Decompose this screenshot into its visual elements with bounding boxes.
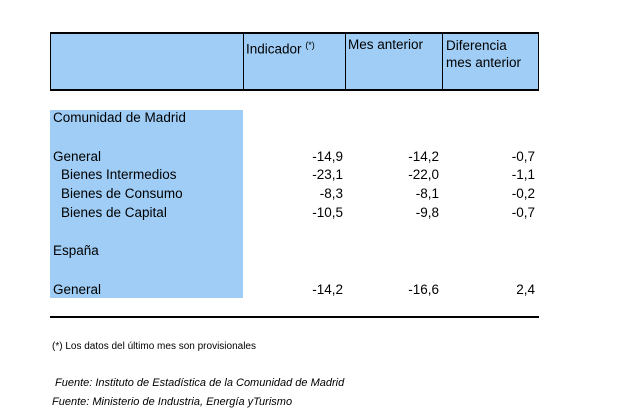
bottom-rule (50, 316, 539, 318)
cell-value: -14,2 (312, 282, 343, 297)
row-label: Bienes de Consumo (61, 186, 183, 201)
column-note: (*) (305, 40, 315, 50)
cell-value: -0,7 (511, 149, 535, 164)
cell-value: -14,2 (408, 149, 439, 164)
divider (345, 33, 346, 90)
divider (50, 33, 51, 90)
footnote: (*) Los datos del último mes son provisi… (52, 341, 256, 352)
header-top-rule (50, 32, 539, 34)
header-bg (50, 33, 538, 90)
cell-value: -10,5 (312, 205, 343, 220)
column-header: Mes anterior (348, 37, 424, 52)
cell-value: -9,8 (415, 205, 439, 220)
cell-value: -22,0 (408, 167, 439, 182)
cell-value: -23,1 (312, 167, 343, 182)
cell-value: -1,1 (511, 167, 535, 182)
divider (538, 33, 539, 90)
section-title: España (53, 243, 99, 258)
cell-value: -8,1 (415, 186, 439, 201)
row-label: General (53, 149, 102, 164)
source: Fuente: Instituto de Estadística de la C… (55, 377, 345, 389)
row-label: Bienes Intermedios (61, 167, 177, 182)
cell-value: -0,7 (511, 205, 535, 220)
column-header: Diferencia mes anterior (446, 38, 522, 70)
cell-value: -0,2 (511, 186, 535, 201)
divider (243, 33, 244, 90)
label-column-bg (50, 110, 243, 298)
column-header: Indicador (*) (246, 37, 315, 58)
divider (442, 33, 443, 90)
row-label: General (53, 282, 102, 297)
cell-value: -16,6 (408, 282, 439, 297)
cell-value: -14,9 (312, 149, 343, 164)
cell-value: -8,3 (319, 186, 343, 201)
cell-value: 2,4 (516, 282, 535, 297)
section-title: Comunidad de Madrid (53, 110, 186, 125)
header-bottom-rule (50, 89, 539, 91)
column-label: Indicador (246, 41, 302, 57)
source: Fuente: Ministerio de Industria, Energía… (52, 396, 293, 408)
row-label: Bienes de Capital (61, 205, 167, 220)
